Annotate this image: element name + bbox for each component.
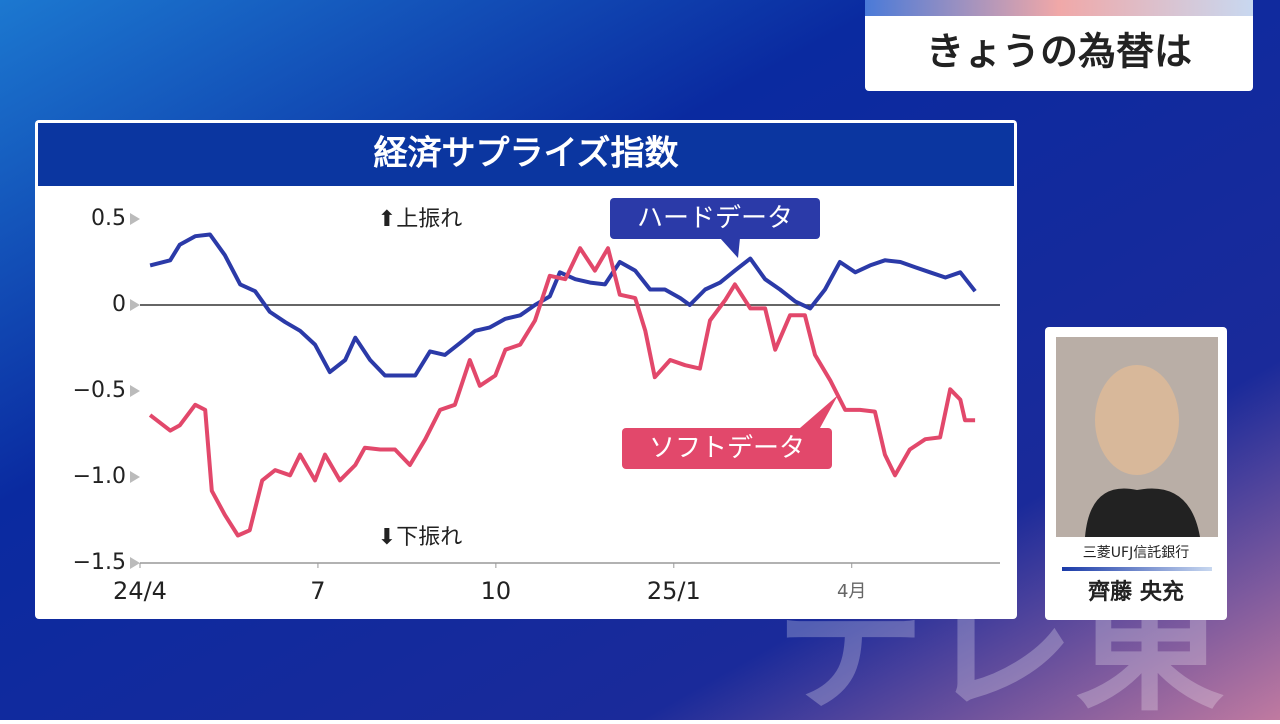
guest-face: [1095, 365, 1179, 475]
y-tick-mark: [130, 471, 140, 483]
y-tick-label: 0: [112, 292, 126, 317]
x-tick-label: 7: [310, 577, 325, 605]
x-tick-label: 25/1: [647, 577, 701, 605]
chart-title: 経済サプライズ指数: [374, 134, 679, 174]
y-tick-label: −0.5: [73, 378, 126, 403]
legend-box: [610, 198, 820, 239]
chart-title-bar: [38, 123, 1014, 186]
guest-suit: [1085, 488, 1200, 537]
guest-underline: [1062, 567, 1212, 571]
legend-box: [622, 428, 832, 469]
x-tick-label: 24/4: [113, 577, 167, 605]
series-line: [148, 246, 976, 538]
chart-panel: [35, 120, 1017, 619]
x-tick-label: 10: [481, 577, 512, 605]
header-box: [865, 0, 1253, 91]
y-tick-label: −1.5: [73, 550, 126, 575]
legend-label: ソフトデータ: [649, 434, 805, 464]
y-tick-mark: [130, 213, 140, 225]
header-title: きょうの為替は: [926, 30, 1192, 74]
annotation-down: ⬇下振れ: [378, 525, 462, 550]
guest-company: 三菱UFJ信託銀行: [1083, 545, 1189, 561]
y-tick-mark: [130, 299, 140, 311]
header-bar: [865, 0, 1253, 16]
y-tick-mark: [130, 557, 140, 569]
y-tick-mark: [130, 385, 140, 397]
y-tick-label: 0.5: [91, 206, 126, 231]
guest-name: 齊藤 央充: [1088, 579, 1184, 605]
plot: 0.5 0 −0.5 −1.0 −1.524/4 7 10 25/1 4月 ハードデータソフトデー…: [73, 198, 1000, 605]
annotation-up: ⬆上振れ: [378, 207, 462, 232]
legend-pointer: [720, 238, 740, 258]
y-tick-label: −1.0: [73, 464, 126, 489]
legend-label: ハードデータ: [637, 204, 793, 234]
series-line: [149, 232, 977, 378]
legend-pointer: [800, 395, 838, 428]
x-tick-label: 4月: [837, 581, 866, 602]
